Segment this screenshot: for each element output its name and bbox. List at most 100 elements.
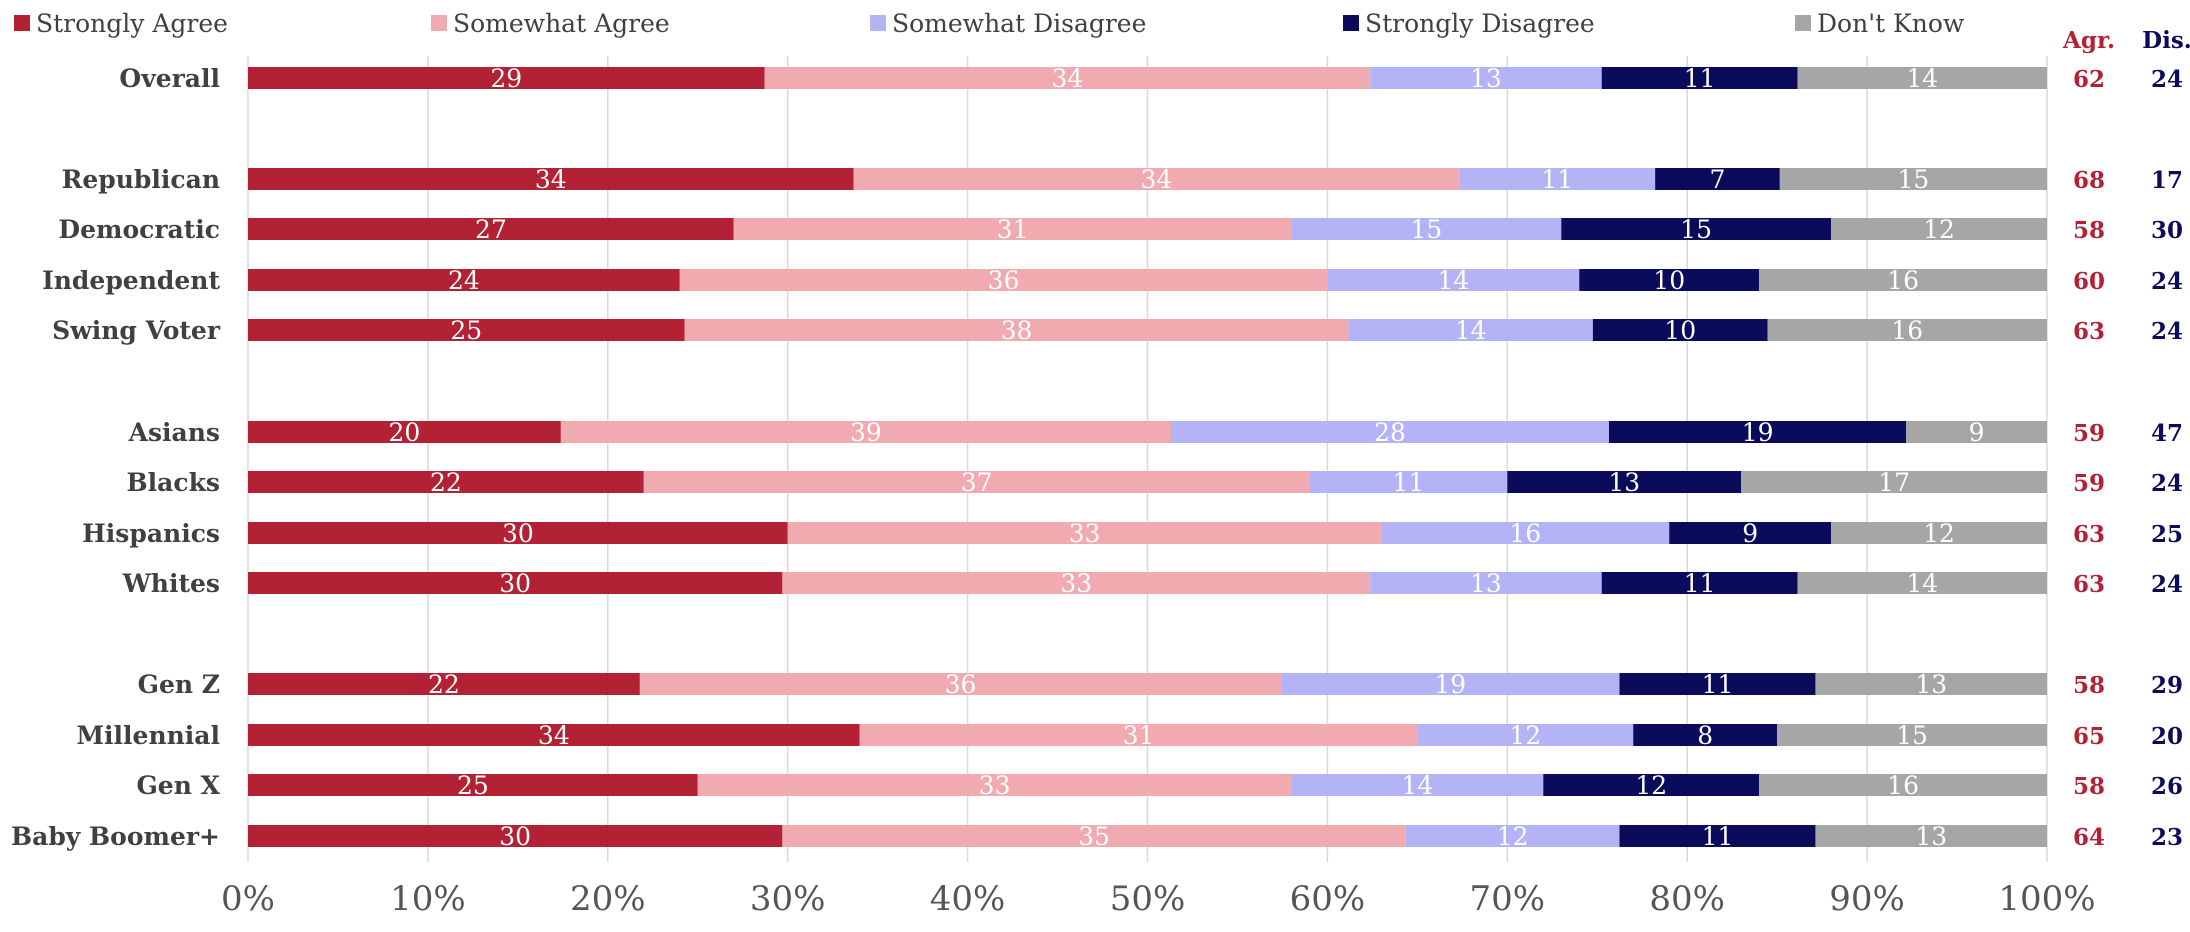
summary-value: 63 xyxy=(2073,521,2105,548)
summary-value: 25 xyxy=(2151,521,2183,548)
bar-segment-strongly-agree xyxy=(248,471,644,493)
bar-segment-strongly-agree xyxy=(248,218,734,240)
summary-value: 62 xyxy=(2073,66,2105,93)
bar-segment-don-t-know xyxy=(1759,269,2047,291)
data-label: 30 xyxy=(499,822,531,851)
bar-row-whites: 30 33 13 11 14 xyxy=(248,569,2047,598)
data-label: 7 xyxy=(1710,165,1726,194)
bar-segment-strongly-disagree xyxy=(1601,67,1798,89)
category-label-gen-x: Gen X xyxy=(136,771,220,800)
category-label-baby-boomer: Baby Boomer+ xyxy=(11,822,220,851)
summary-value: 47 xyxy=(2151,420,2183,447)
bar-segment-don-t-know xyxy=(1777,724,2047,746)
data-label: 11 xyxy=(1702,822,1734,851)
data-label: 12 xyxy=(1923,215,1955,244)
legend-item-strongly-agree: Strongly Agree xyxy=(14,9,228,38)
bar-segment-somewhat-agree xyxy=(787,522,1382,544)
bar-segment-somewhat-disagree xyxy=(1370,67,1602,89)
bar-segment-somewhat-disagree xyxy=(1381,522,1670,544)
data-label: 11 xyxy=(1541,165,1573,194)
bar-segment-strongly-agree xyxy=(248,319,685,341)
data-label: 30 xyxy=(499,569,531,598)
bar-segment-don-t-know xyxy=(1767,319,2047,341)
data-label: 22 xyxy=(428,670,460,699)
bar-segment-somewhat-agree xyxy=(560,421,1171,443)
bar-segment-strongly-disagree xyxy=(1601,572,1798,594)
data-label: 13 xyxy=(1470,569,1502,598)
x-tick-label: 40% xyxy=(930,879,1006,919)
bar-row-democratic: 27 31 15 15 12 xyxy=(248,215,2047,244)
summary-value: 64 xyxy=(2073,824,2105,851)
bar-row-republican: 34 34 11 7 15 xyxy=(248,165,2047,194)
data-label: 13 xyxy=(1915,822,1947,851)
summary-value: 58 xyxy=(2073,672,2105,699)
summary-value: 20 xyxy=(2151,723,2183,750)
data-label: 12 xyxy=(1497,822,1529,851)
bar-segment-strongly-agree xyxy=(248,522,788,544)
bar-segment-strongly-disagree xyxy=(1619,673,1816,695)
data-label: 25 xyxy=(457,771,489,800)
data-label: 34 xyxy=(1140,165,1172,194)
bar-row-millennial: 34 31 12 8 15 xyxy=(248,721,2047,750)
bar-segment-strongly-disagree xyxy=(1608,421,1907,443)
summary-column-agr: Agr. 62 68 58 60 63 59 59 63 63 58 65 58 64 xyxy=(2062,27,2115,851)
summary-value: 63 xyxy=(2073,571,2105,598)
bar-row-asians: 20 39 28 19 9 xyxy=(248,418,2047,447)
data-label: 16 xyxy=(1509,519,1541,548)
bar-segment-somewhat-agree xyxy=(859,724,1418,746)
data-label: 30 xyxy=(502,519,534,548)
data-label: 33 xyxy=(1060,569,1092,598)
bar-row-gen-z: 22 36 19 11 13 xyxy=(248,670,2047,699)
category-label-gen-z: Gen Z xyxy=(138,670,220,699)
data-label: 12 xyxy=(1509,721,1541,750)
legend-item-somewhat-disagree: Somewhat Disagree xyxy=(870,9,1146,38)
x-tick-label: 90% xyxy=(1829,879,1905,919)
category-label-overall: Overall xyxy=(119,64,220,93)
legend-swatch xyxy=(1343,15,1359,31)
data-label: 33 xyxy=(1069,519,1101,548)
data-label: 19 xyxy=(1742,418,1774,447)
bar-segment-strongly-disagree xyxy=(1592,319,1768,341)
bar-segment-don-t-know xyxy=(1815,825,2047,847)
bar-segment-strongly-disagree xyxy=(1669,522,1832,544)
bar-segment-somewhat-disagree xyxy=(1309,471,1508,493)
bar-segment-don-t-know xyxy=(1831,522,2047,544)
bar-segment-strongly-agree xyxy=(248,421,561,443)
bar-row-swing-voter: 25 38 14 10 16 xyxy=(248,316,2047,345)
legend-label: Don't Know xyxy=(1817,9,1965,38)
x-tick-label: 80% xyxy=(1649,879,1725,919)
summary-value: 26 xyxy=(2151,773,2183,800)
bar-segment-don-t-know xyxy=(1906,421,2047,443)
bar-segment-strongly-agree xyxy=(248,572,783,594)
data-label: 39 xyxy=(850,418,882,447)
data-label: 36 xyxy=(988,266,1020,295)
bar-segment-strongly-disagree xyxy=(1561,218,1832,240)
data-label: 11 xyxy=(1684,569,1716,598)
data-label: 34 xyxy=(538,721,570,750)
bar-segment-strongly-agree xyxy=(248,825,783,847)
bar-segment-somewhat-agree xyxy=(782,572,1371,594)
data-label: 14 xyxy=(1906,64,1938,93)
summary-header: Agr. xyxy=(2062,27,2115,54)
data-label: 15 xyxy=(1680,215,1712,244)
bar-segment-strongly-disagree xyxy=(1633,724,1778,746)
data-label: 28 xyxy=(1374,418,1406,447)
legend-label: Somewhat Agree xyxy=(453,9,670,38)
category-label-millennial: Millennial xyxy=(76,721,220,750)
bar-segment-somewhat-disagree xyxy=(1459,168,1656,190)
bar-segment-strongly-disagree xyxy=(1579,269,1760,291)
data-label: 33 xyxy=(979,771,1011,800)
data-label: 14 xyxy=(1906,569,1938,598)
data-label: 12 xyxy=(1923,519,1955,548)
data-label: 15 xyxy=(1896,721,1928,750)
summary-columns: Agr. 62 68 58 60 63 59 59 63 63 58 65 58 64 Dis. 24 17 30… xyxy=(2062,27,2190,851)
data-label: 15 xyxy=(1410,215,1442,244)
bar-segment-somewhat-agree xyxy=(853,168,1460,190)
bar-row-overall: 29 34 13 11 14 xyxy=(248,64,2047,93)
category-label-hispanics: Hispanics xyxy=(82,519,220,548)
bar-segment-strongly-agree xyxy=(248,67,765,89)
summary-value: 24 xyxy=(2151,571,2183,598)
category-label-swing-voter: Swing Voter xyxy=(52,316,221,345)
data-label: 36 xyxy=(945,670,977,699)
